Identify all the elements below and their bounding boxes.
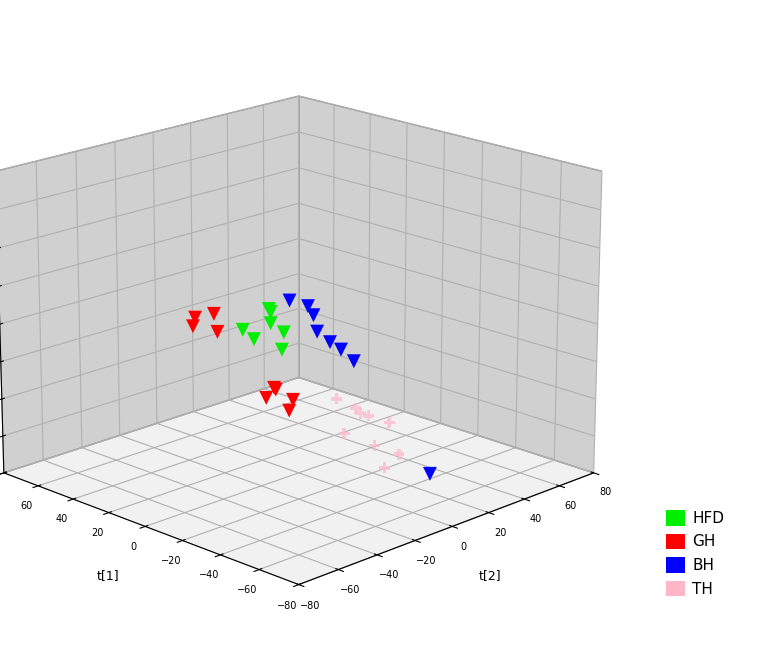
Y-axis label: t[1]: t[1] [97, 569, 119, 582]
X-axis label: t[2]: t[2] [478, 569, 501, 582]
Legend: HFD, GH, BH, TH: HFD, GH, BH, TH [662, 505, 729, 601]
